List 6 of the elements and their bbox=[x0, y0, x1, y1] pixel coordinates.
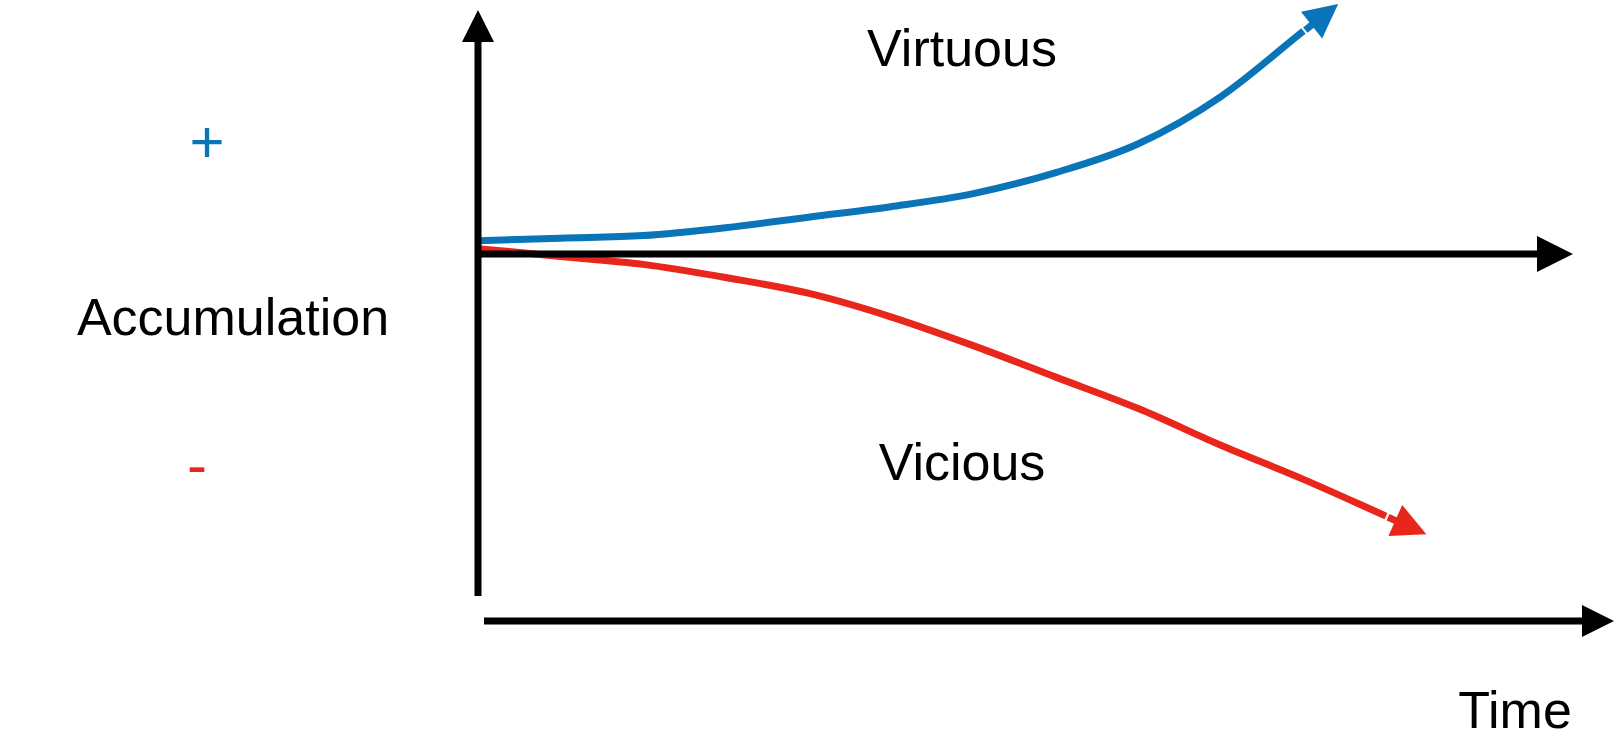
text: - bbox=[187, 430, 207, 498]
series-label: Vicious bbox=[878, 433, 1046, 492]
text: + bbox=[189, 107, 225, 175]
y-axis-title: Accumulation bbox=[76, 288, 390, 347]
x-axis-title: Time bbox=[1458, 681, 1572, 740]
series-label: Virtuous bbox=[867, 19, 1057, 78]
